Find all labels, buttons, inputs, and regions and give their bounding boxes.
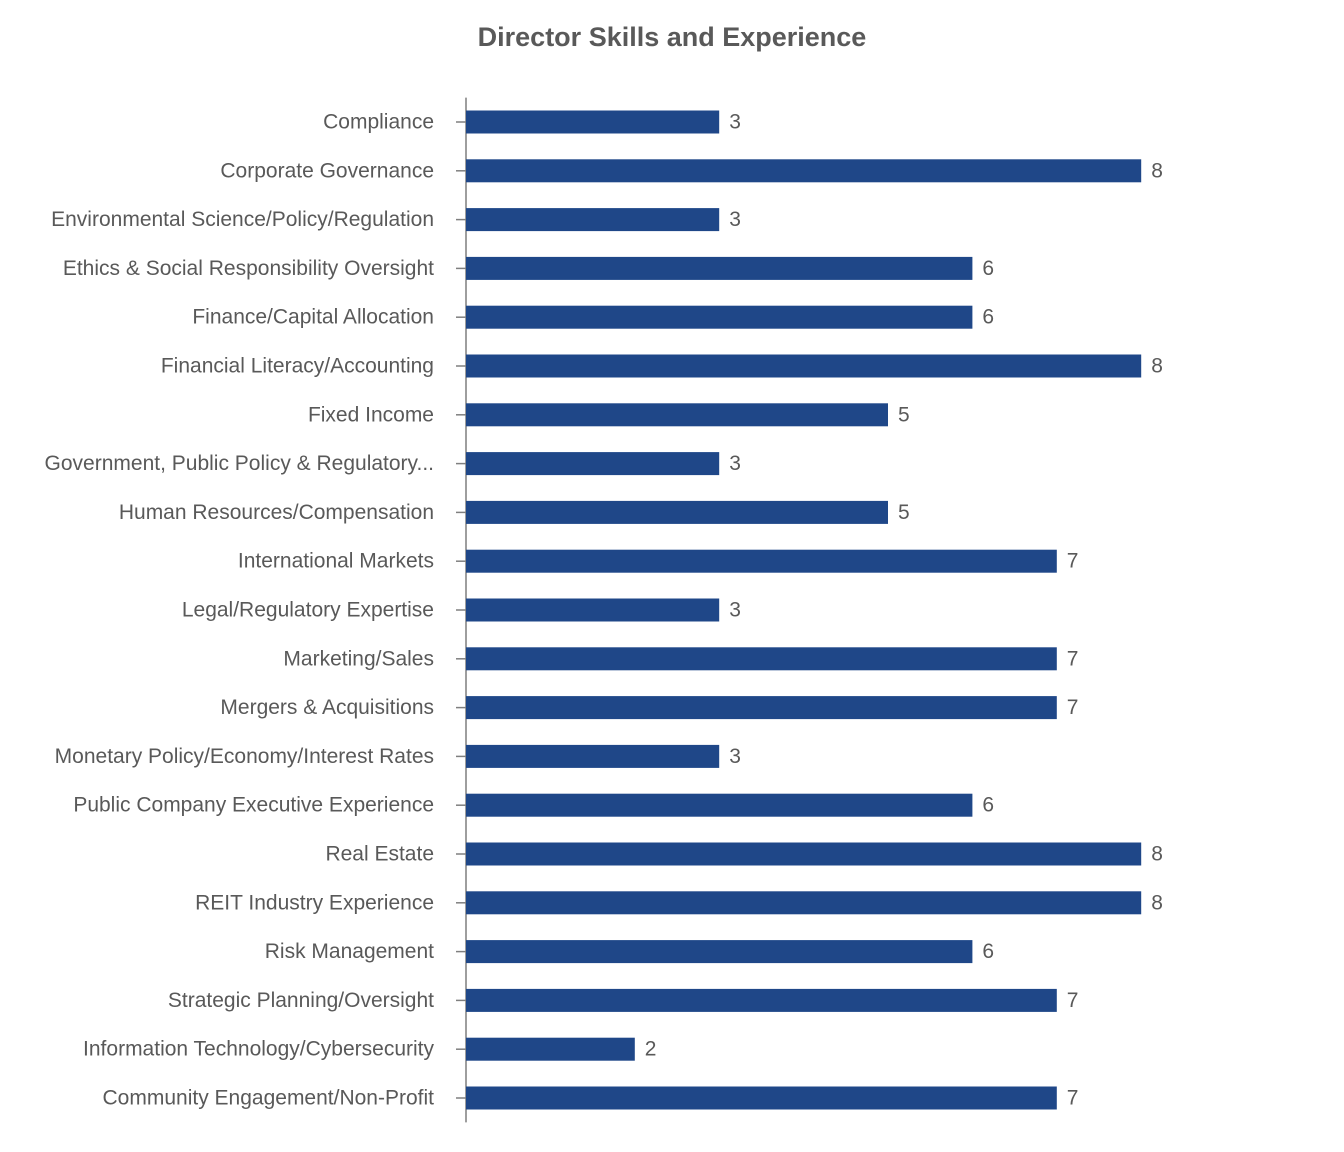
bar xyxy=(466,549,1057,573)
data-label: 3 xyxy=(729,111,741,134)
bar xyxy=(466,403,888,427)
category-label: Strategic Planning/Oversight xyxy=(168,989,434,1012)
bar xyxy=(466,744,720,768)
data-label: 7 xyxy=(1067,696,1079,719)
bar xyxy=(466,500,888,524)
data-label: 7 xyxy=(1067,647,1079,670)
data-label: 3 xyxy=(729,745,741,768)
data-label: 5 xyxy=(898,403,910,426)
data-label: 7 xyxy=(1067,550,1079,573)
category-label: Monetary Policy/Economy/Interest Rates xyxy=(55,745,434,768)
category-label: Financial Literacy/Accounting xyxy=(161,355,434,378)
bar xyxy=(466,110,720,134)
data-label: 2 xyxy=(645,1038,657,1061)
data-label: 3 xyxy=(729,599,741,622)
category-label: Finance/Capital Allocation xyxy=(192,306,434,329)
bar xyxy=(466,159,1142,183)
bar xyxy=(466,1086,1057,1110)
bar xyxy=(466,305,973,329)
bar xyxy=(466,598,720,622)
category-label: Community Engagement/Non-Profit xyxy=(103,1087,435,1110)
category-label: Risk Management xyxy=(265,940,434,963)
bar xyxy=(466,1037,635,1061)
bars-group: Compliance 3 Corporate Governance 8 Environm… xyxy=(45,110,1163,1110)
bar xyxy=(466,208,720,232)
data-label: 8 xyxy=(1151,355,1163,378)
bar xyxy=(466,696,1057,720)
data-label: 7 xyxy=(1067,989,1079,1012)
category-label: Compliance xyxy=(323,111,434,134)
data-label: 8 xyxy=(1151,891,1163,914)
category-label: Ethics & Social Responsibility Oversight xyxy=(63,257,434,280)
data-label: 6 xyxy=(982,257,994,280)
data-label: 3 xyxy=(729,208,741,231)
category-label: Corporate Governance xyxy=(220,159,434,182)
category-label: REIT Industry Experience xyxy=(195,891,434,914)
bar xyxy=(466,891,1142,915)
bar xyxy=(466,256,973,280)
bar xyxy=(466,793,973,817)
category-label: Information Technology/Cybersecurity xyxy=(83,1038,434,1061)
data-label: 5 xyxy=(898,501,910,524)
data-label: 3 xyxy=(729,452,741,475)
category-label: Public Company Executive Experience xyxy=(73,794,434,817)
category-label: Fixed Income xyxy=(308,403,434,426)
bar xyxy=(466,647,1057,671)
bar xyxy=(466,452,720,476)
data-label: 6 xyxy=(982,306,994,329)
category-label: Environmental Science/Policy/Regulation xyxy=(51,208,434,231)
bar xyxy=(466,842,1142,866)
category-label: International Markets xyxy=(238,550,434,573)
bar xyxy=(466,940,973,964)
category-label: Mergers & Acquisitions xyxy=(220,696,434,719)
data-label: 6 xyxy=(982,940,994,963)
category-label: Real Estate xyxy=(325,843,434,866)
data-label: 6 xyxy=(982,794,994,817)
data-label: 8 xyxy=(1151,843,1163,866)
category-label: Marketing/Sales xyxy=(283,647,434,670)
chart-title: Director Skills and Experience xyxy=(477,22,867,52)
data-label: 8 xyxy=(1151,159,1163,182)
category-label: Human Resources/Compensation xyxy=(119,501,434,524)
category-label: Legal/Regulatory Expertise xyxy=(182,599,434,622)
data-label: 7 xyxy=(1067,1087,1079,1110)
bar xyxy=(466,988,1057,1012)
bar xyxy=(466,354,1142,378)
category-label: Government, Public Policy & Regulatory..… xyxy=(45,452,434,475)
